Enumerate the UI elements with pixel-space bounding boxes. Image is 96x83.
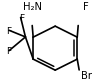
- Text: F: F: [19, 14, 24, 23]
- Text: F: F: [7, 47, 12, 56]
- Text: F: F: [7, 27, 12, 36]
- Text: F: F: [83, 2, 89, 12]
- Text: H₂N: H₂N: [23, 2, 42, 12]
- Text: Br: Br: [81, 71, 92, 81]
